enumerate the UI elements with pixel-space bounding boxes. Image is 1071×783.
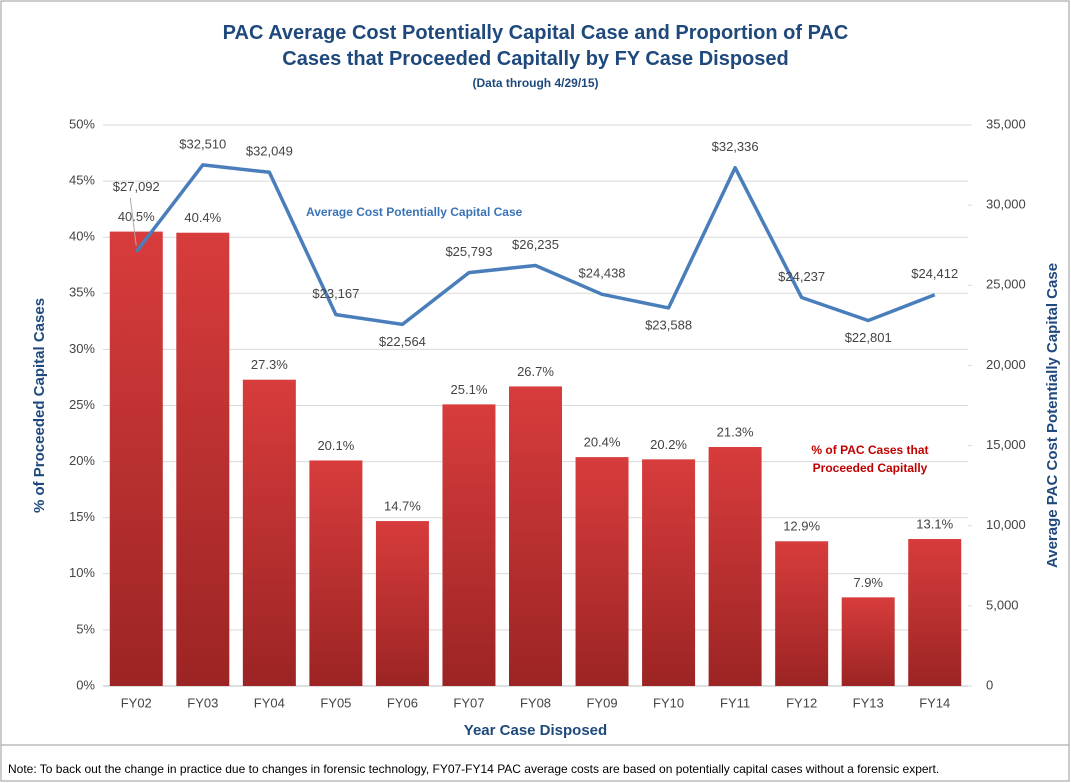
line — [134, 163, 936, 327]
y2-tick-label: 5,000 — [986, 597, 1019, 612]
y2-tick-label: 0 — [986, 677, 993, 692]
y-tick-label: 50% — [69, 116, 95, 131]
leader-line — [129, 197, 137, 246]
footnote: Note: To back out the change in practice… — [8, 762, 940, 776]
line-value-label: $24,438 — [579, 266, 626, 281]
x-axis-label: Year Case Disposed — [464, 722, 607, 739]
y-tick-label: 5% — [76, 621, 95, 636]
x-tick-label: FY10 — [653, 695, 684, 710]
bar-value-label: 14.7% — [384, 499, 421, 514]
bar — [509, 386, 562, 686]
bar-value-label: 21.3% — [717, 424, 754, 439]
line-value-label: $32,336 — [712, 139, 759, 154]
y-tick-label: 25% — [69, 397, 95, 412]
bar-value-label: 20.4% — [584, 435, 621, 450]
bar — [176, 232, 230, 686]
line-annotation: Average Cost Potentially Capital Case — [306, 205, 523, 219]
x-tick-label: FY08 — [520, 695, 551, 710]
bar-value-label: 13.1% — [916, 516, 953, 531]
x-tick-label: FY11 — [720, 695, 750, 710]
line-value-label: $23,588 — [645, 317, 692, 332]
y-axis-label: % of Proceeded Capital Cases — [31, 298, 48, 513]
y2-tick-label: 35,000 — [986, 116, 1026, 131]
y-tick-label: 30% — [69, 341, 95, 356]
bar-value-label: 20.1% — [317, 438, 354, 453]
bar — [908, 539, 962, 686]
line-value-label: $22,564 — [379, 334, 426, 349]
bar — [841, 597, 895, 686]
bar — [642, 459, 696, 686]
y2-axis-label: Average PAC Cost Potentially Capital Cas… — [1044, 263, 1061, 568]
bar-value-label: 7.9% — [853, 575, 883, 590]
y-tick-label: 20% — [69, 453, 95, 468]
bar-value-label: 40.4% — [184, 210, 221, 225]
line-value-label: $27,092 — [113, 179, 160, 194]
x-tick-label: FY06 — [387, 695, 418, 710]
line-value-label: $23,167 — [312, 286, 359, 301]
line-value-label: $24,412 — [911, 266, 958, 281]
x-tick-label: FY02 — [121, 695, 152, 710]
bar — [775, 541, 829, 686]
y2-tick-label: 25,000 — [986, 277, 1026, 292]
y2-tick-label: 15,000 — [986, 437, 1026, 452]
x-tick-label: FY12 — [786, 695, 817, 710]
bar-value-label: 40.5% — [118, 209, 155, 224]
note-frame — [0, 744, 1070, 782]
x-tick-label: FY14 — [919, 695, 950, 710]
y-tick-label: 40% — [69, 229, 95, 244]
line-value-label: $25,793 — [445, 244, 492, 259]
y2-tick-label: 20,000 — [986, 357, 1026, 372]
line-value-label: $22,801 — [845, 330, 892, 345]
bar — [375, 521, 429, 686]
y-tick-label: 0% — [76, 677, 95, 692]
bar-annotation: % of PAC Cases that Proceeded Capitally — [811, 443, 929, 475]
bar-value-label: 27.3% — [251, 357, 288, 372]
chart-subtitle: (Data through 4/29/15) — [472, 76, 599, 90]
bar — [442, 404, 496, 686]
y-tick-label: 45% — [69, 173, 95, 188]
bar — [708, 447, 762, 686]
bar-value-label: 12.9% — [783, 519, 820, 534]
bar-value-label: 25.1% — [451, 382, 488, 397]
x-tick-label: FY03 — [187, 695, 218, 710]
bar — [242, 379, 296, 686]
x-tick-label: FY04 — [254, 695, 285, 710]
line-value-label: $32,510 — [179, 136, 226, 151]
x-tick-label: FY05 — [320, 695, 351, 710]
y2-tick-label: 30,000 — [986, 197, 1026, 212]
line-value-label: $32,049 — [246, 144, 293, 159]
bar — [309, 460, 363, 686]
y-tick-label: 15% — [69, 509, 95, 524]
chart-title: PAC Average Cost Potentially Capital Cas… — [222, 22, 849, 70]
bar — [575, 457, 629, 686]
bar-value-label: 26.7% — [517, 364, 554, 379]
y2-tick-label: 10,000 — [986, 517, 1026, 532]
x-tick-label: FY13 — [853, 695, 884, 710]
x-tick-label: FY07 — [453, 695, 484, 710]
y-tick-label: 10% — [69, 565, 95, 580]
line-value-label: $26,235 — [512, 237, 559, 252]
line-value-label: $24,237 — [778, 269, 825, 284]
y-tick-label: 35% — [69, 285, 95, 300]
bar-value-label: 20.2% — [650, 437, 687, 452]
bar — [109, 231, 163, 686]
x-tick-label: FY09 — [586, 695, 617, 710]
